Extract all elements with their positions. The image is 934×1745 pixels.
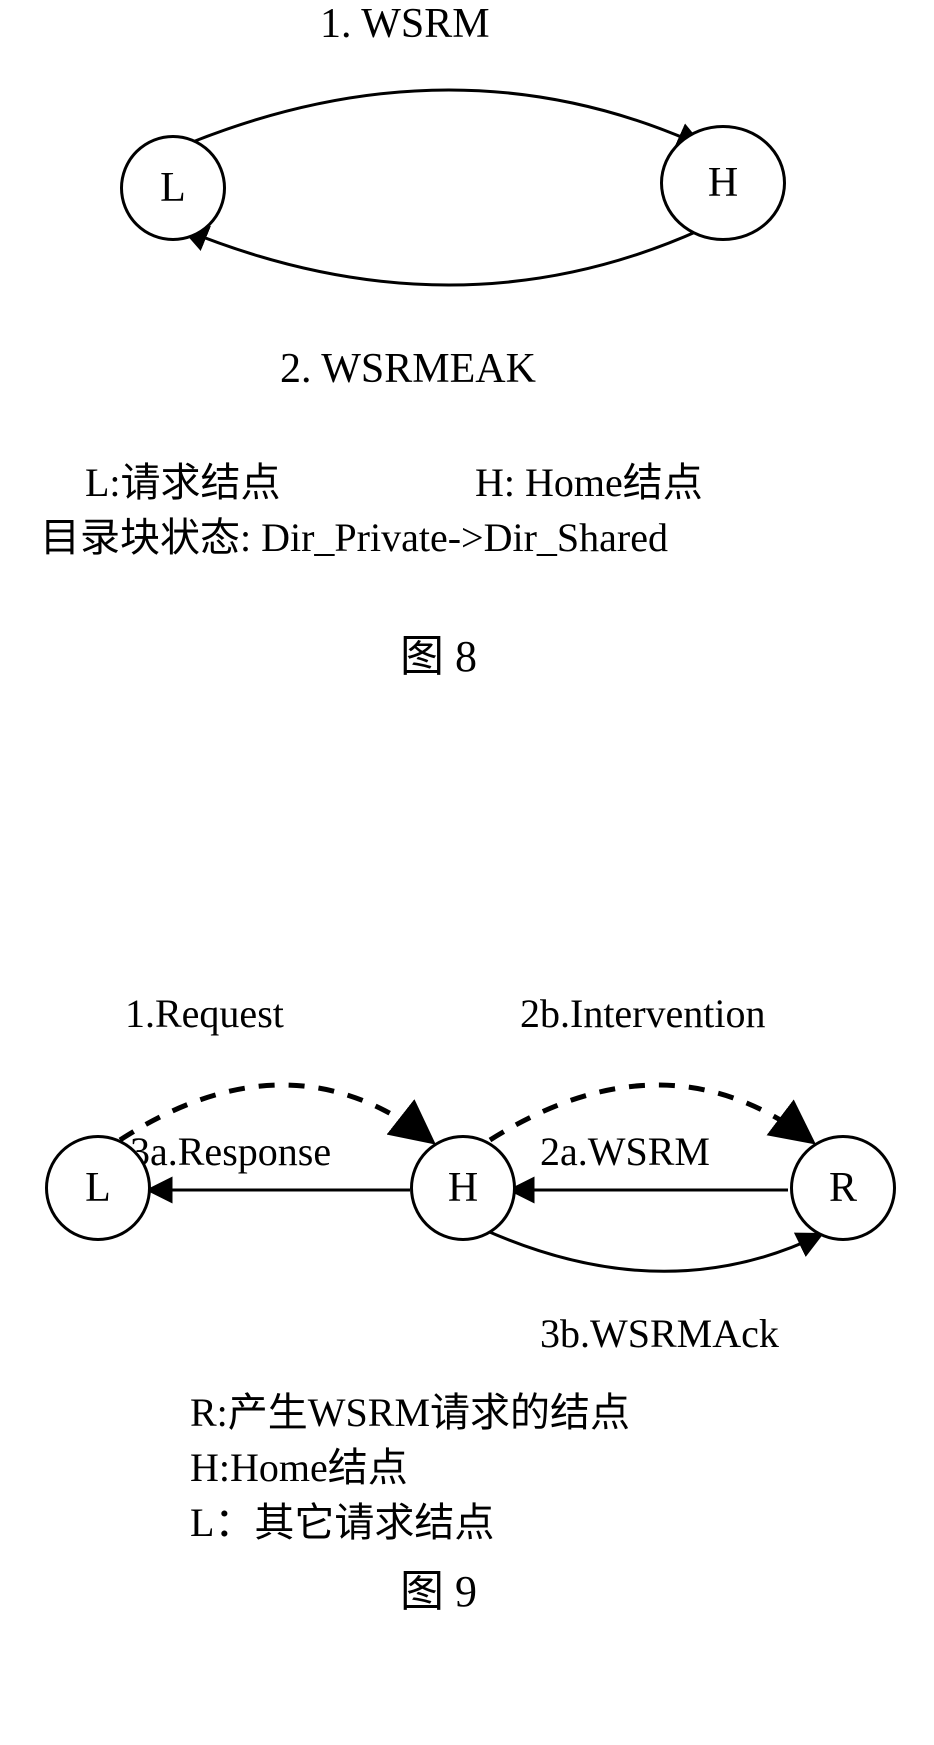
fig9-node-l-text: L	[85, 1164, 111, 1212]
fig8-node-l-text: L	[160, 164, 186, 212]
fig8-node-h-text: H	[708, 159, 738, 207]
fig9-label-wsrmack: 3b.WSRMAck	[540, 1310, 779, 1357]
fig9-label-wsrm: 2a.WSRM	[540, 1128, 710, 1175]
fig9-label-request: 1.Request	[125, 990, 284, 1037]
page-root: 1. WSRM L H 2. WSRMEAK L:请求结点 H: Home结点 …	[0, 0, 934, 1745]
fig9-legend-h: H:Home结点	[190, 1435, 408, 1493]
fig9-caption: 图 9	[400, 1555, 477, 1619]
fig8-node-l: L	[120, 135, 226, 241]
fig8-arc-bottom	[185, 230, 700, 285]
fig9-label-intervention: 2b.Intervention	[520, 990, 766, 1037]
fig8-top-label: 1. WSRM	[320, 0, 490, 48]
fig8-bottom-label: 2. WSRMEAK	[280, 345, 536, 393]
fig8-state-line: 目录块状态: Dir_Private->Dir_Shared	[40, 505, 668, 563]
fig8-legend-l: L:请求结点	[85, 450, 281, 508]
fig9-legend-r: R:产生WSRM请求的结点	[190, 1380, 630, 1438]
fig9-node-r: R	[790, 1135, 896, 1241]
arrows-svg	[0, 0, 934, 1745]
fig9-node-h-text: H	[448, 1164, 478, 1212]
fig9-arc-wsrmack	[485, 1230, 820, 1271]
fig8-legend-h: H: Home结点	[475, 450, 703, 508]
fig9-node-r-text: R	[829, 1164, 857, 1212]
fig8-arc-top	[185, 90, 700, 145]
fig8-node-h: H	[660, 125, 786, 241]
fig9-node-h: H	[410, 1135, 516, 1241]
fig9-legend-l: L：其它请求结点	[190, 1490, 494, 1548]
fig8-caption: 图 8	[400, 620, 477, 684]
fig9-label-response: 3a.Response	[130, 1128, 331, 1175]
fig9-node-l: L	[45, 1135, 151, 1241]
